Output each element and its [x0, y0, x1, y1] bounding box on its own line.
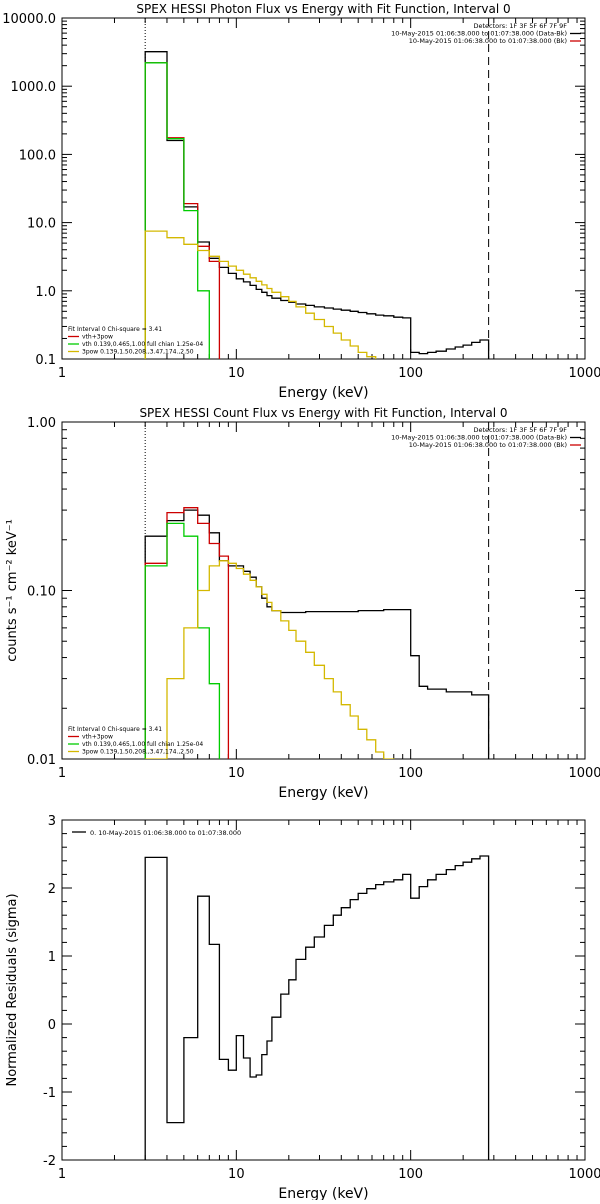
y-tick-label: 3: [48, 814, 56, 829]
series-group: [144, 507, 490, 759]
plot-frame: [61, 421, 586, 760]
y-tick-label: 2: [48, 882, 56, 897]
series-line-1: [144, 507, 230, 759]
y-tick-label: 0: [48, 1018, 56, 1033]
y-tick-label: 1000.0: [11, 80, 57, 95]
legend-entry: vth+3pow: [82, 334, 113, 341]
panel-1: [61, 421, 586, 760]
series-line-0: [144, 51, 490, 359]
legend-entry: 3pow 0.139,1.50,208.,3.47,174.,2.50: [82, 349, 194, 356]
series-group: [144, 855, 490, 1160]
series-group: [144, 51, 490, 359]
legend-entry: vth 0.139,0.465,1.00 full chian 1.25e-04: [82, 341, 203, 348]
x-axis-label: Energy (keV): [278, 785, 368, 801]
x-tick-label: 100: [398, 366, 423, 381]
series-line-2: [144, 62, 210, 359]
legend-entry: 10-May-2015 01:06:38.000 to 01:07:38.000…: [391, 30, 567, 38]
y-tick-label: 0.10: [27, 585, 56, 600]
series-line-3: [145, 560, 412, 759]
plot-frame: [61, 17, 586, 360]
legend-entry: 3pow 0.139,1.50,208.,3.47,174.,2.50: [82, 749, 194, 756]
chart-title: SPEX HESSI Photon Flux vs Energy with Fi…: [136, 2, 510, 16]
series-line-0: [144, 855, 490, 1160]
y-axis-label: counts s⁻¹ cm⁻² keV⁻¹: [5, 519, 20, 662]
legend-entry: vth+3pow: [82, 734, 113, 741]
y-tick-label: 1: [48, 950, 56, 965]
x-axis-label: Energy (keV): [278, 1186, 368, 1200]
x-tick-label: 1000: [568, 766, 600, 781]
chart-title: SPEX HESSI Count Flux vs Energy with Fit…: [139, 406, 507, 420]
y-tick-label: 0.01: [27, 753, 56, 768]
series-line-1: [144, 62, 221, 359]
y-tick-label: -2: [43, 1154, 56, 1169]
legend-entry: Fit Interval 0 Chi-square = 3.41: [68, 326, 162, 333]
x-tick-label: 100: [398, 1167, 423, 1182]
x-tick-label: 100: [398, 766, 423, 781]
legend-entry: Detectors: 1F 3F 5F 6F 7F 9F: [473, 426, 567, 434]
y-tick-label: 10.0: [27, 217, 56, 232]
y-tick-label: 0.1: [35, 353, 56, 368]
y-axis-label: Normalized Residuals (sigma): [5, 893, 20, 1086]
x-tick-label: 10: [228, 1167, 245, 1182]
y-tick-label: 10000.0: [2, 12, 56, 27]
y-tick-label: 1.0: [35, 285, 56, 300]
panel-0: [61, 17, 586, 360]
legend-entry: 10-May-2015 01:06:38.000 to 01:07:38.000…: [409, 37, 567, 45]
x-tick-label: 1000: [568, 1167, 600, 1182]
y-tick-label: 100.0: [19, 148, 56, 163]
y-tick-label: -1: [43, 1086, 56, 1101]
legend-entry: vth 0.139,0.465,1.00 full chian 1.25e-04: [82, 741, 203, 748]
series-line-2: [144, 522, 221, 759]
legend-entry: 10-May-2015 01:06:38.000 to 01:07:38.000…: [391, 434, 567, 442]
x-tick-label: 1: [58, 766, 66, 781]
panel-2: [61, 819, 586, 1161]
legend-entry: 0. 10-May-2015 01:06:38.000 to 01:07:38.…: [90, 829, 241, 837]
legend-entry: 10-May-2015 01:06:38.000 to 01:07:38.000…: [409, 441, 567, 449]
legend-entry: Fit Interval 0 Chi-square = 3.41: [68, 726, 162, 733]
x-axis-label: Energy (keV): [278, 385, 368, 401]
x-tick-label: 1: [58, 366, 66, 381]
series-line-3: [144, 230, 385, 359]
legend-entry: Detectors: 1F 3F 5F 6F 7F 9F: [473, 22, 567, 30]
x-tick-label: 10: [228, 366, 245, 381]
plot-frame: [61, 819, 586, 1161]
x-tick-label: 10: [228, 766, 245, 781]
series-line-0: [144, 509, 490, 759]
x-tick-label: 1000: [568, 366, 600, 381]
y-tick-label: 1.00: [27, 416, 56, 431]
x-tick-label: 1: [58, 1167, 66, 1182]
